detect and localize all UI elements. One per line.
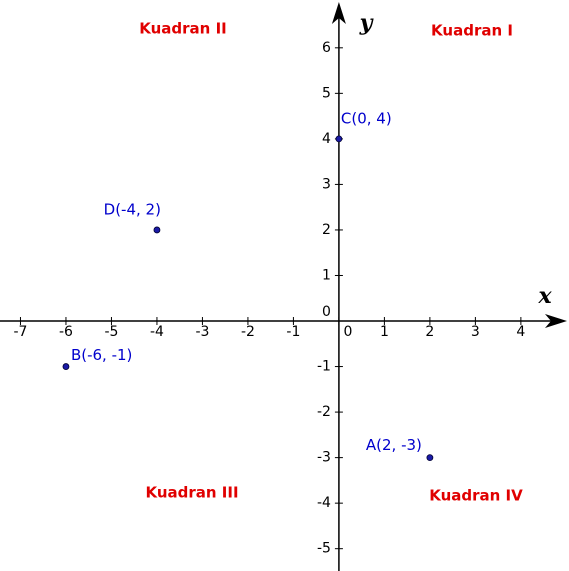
point-label: D(-4, 2): [104, 200, 161, 218]
x-tick-label: 3: [471, 324, 480, 340]
x-tick-label: -3: [195, 324, 209, 340]
x-tick-label: -6: [59, 324, 73, 340]
y-tick-label: -4: [317, 495, 331, 511]
y-tick-label: 5: [322, 85, 331, 101]
point: [426, 454, 434, 462]
y-tick-label: 2: [322, 222, 331, 238]
x-tick-label: -7: [13, 324, 27, 340]
quadrant-label: Kuadran I: [431, 22, 513, 40]
quadrant-label: Kuadran II: [139, 20, 226, 38]
x-tick-label: -2: [241, 324, 255, 340]
point: [335, 135, 343, 143]
x-tick-label: 4: [516, 324, 525, 340]
y-tick-label: 1: [322, 267, 331, 283]
y-tick-label: 0: [322, 304, 331, 320]
x-tick-label: 0: [343, 324, 352, 340]
point: [153, 226, 161, 234]
point-label: A(2, -3): [366, 436, 422, 454]
y-axis-label: y: [359, 10, 375, 36]
y-axis-arrow: [331, 2, 346, 24]
quadrant-label: Kuadran III: [145, 484, 238, 502]
y-tick-label: -5: [317, 541, 331, 557]
y-tick-label: 6: [322, 40, 331, 56]
x-tick-label: 1: [380, 324, 389, 340]
x-tick-label: -4: [150, 324, 164, 340]
x-tick-label: -5: [104, 324, 118, 340]
y-tick-label: 4: [322, 131, 331, 147]
y-tick-label: 3: [322, 176, 331, 192]
x-tick-label: 2: [425, 324, 434, 340]
y-tick-label: -2: [317, 404, 331, 420]
y-tick-label: -3: [317, 450, 331, 466]
x-axis-label: x: [537, 283, 552, 309]
quadrant-label: Kuadran IV: [429, 487, 523, 505]
x-axis-arrow: [545, 314, 567, 329]
point-label: C(0, 4): [341, 109, 392, 127]
x-tick-label: -1: [286, 324, 300, 340]
y-tick-label: -1: [317, 359, 331, 375]
point-label: B(-6, -1): [71, 346, 132, 364]
point: [62, 363, 70, 370]
